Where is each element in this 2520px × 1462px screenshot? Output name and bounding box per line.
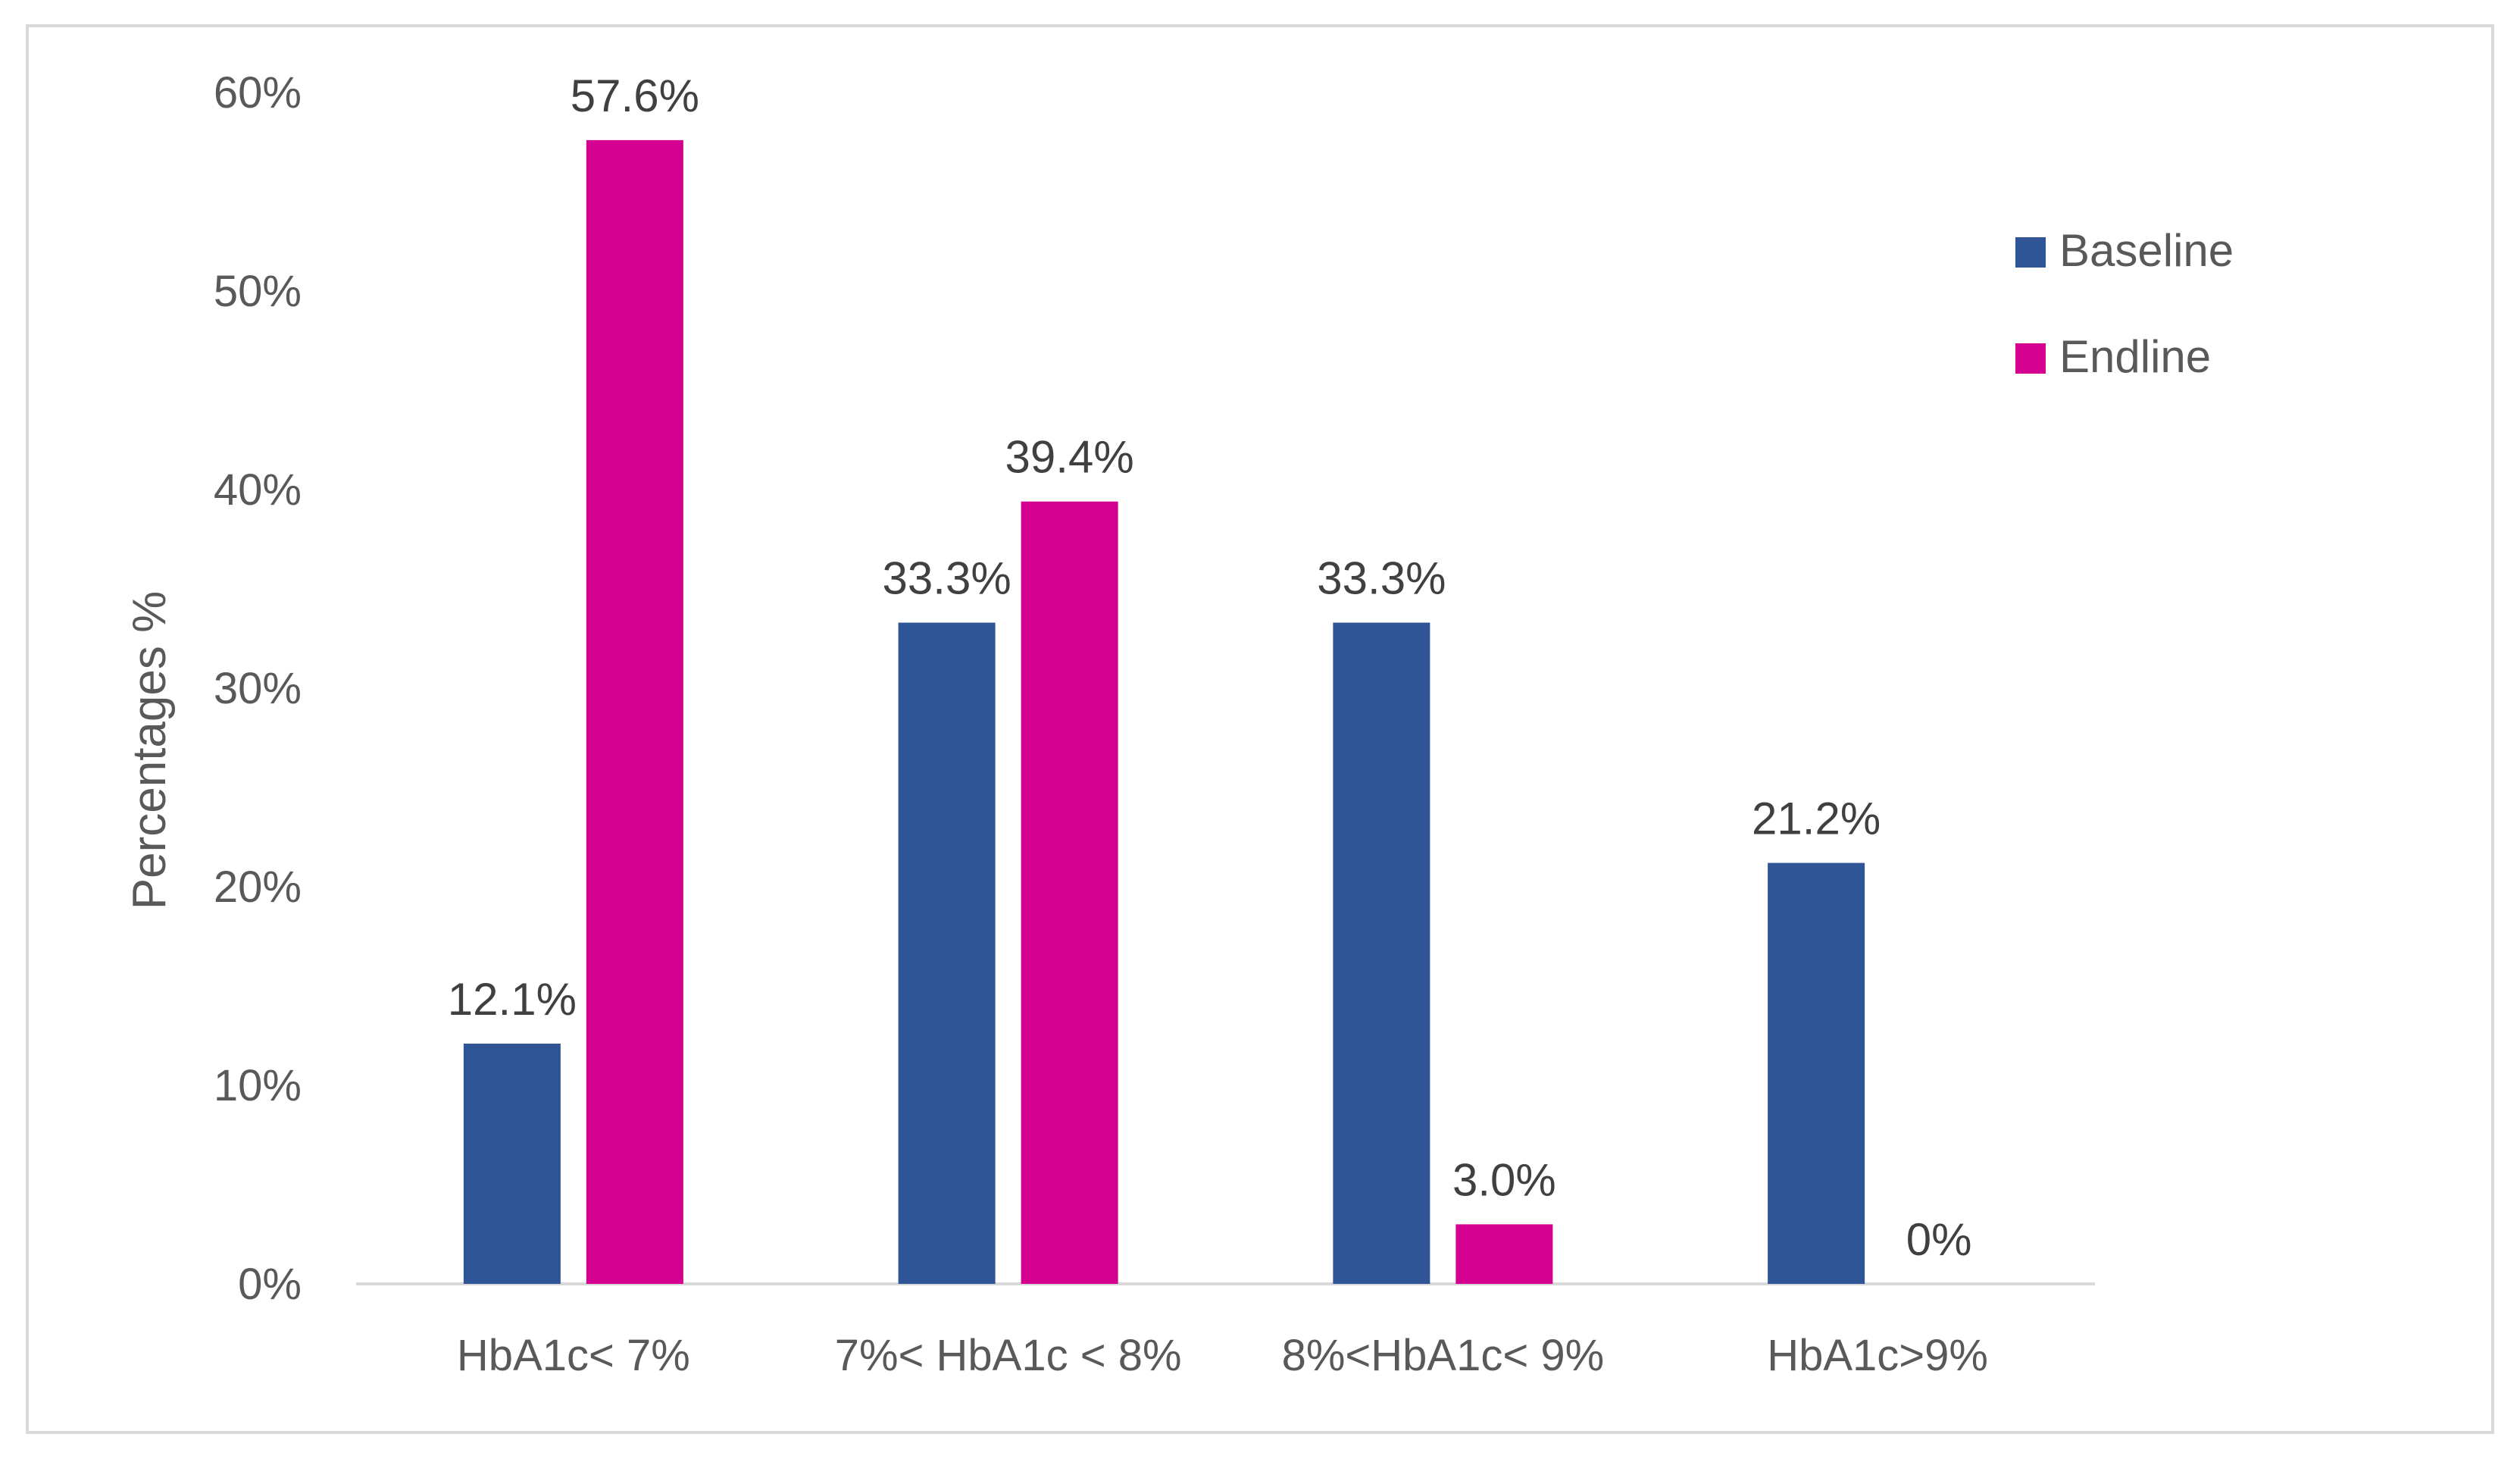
bar-endline-0	[586, 139, 683, 1284]
bar-endline-2	[1455, 1224, 1553, 1284]
chart-frame	[26, 24, 2494, 1434]
y-tick-label: 0%	[238, 1260, 302, 1309]
x-category-label: HbA1c>9%	[1767, 1331, 1988, 1380]
category-labels: HbA1c< 7% 7%< HbA1c < 8% 8%<HbA1c< 9% HbA1c…	[457, 1331, 1988, 1380]
y-axis-ticks: 0% 10% 20% 30% 40% 50% 60%	[214, 68, 302, 1309]
y-tick-label: 60%	[214, 68, 302, 117]
x-category-label: 7%< HbA1c < 8%	[835, 1331, 1182, 1380]
y-axis-label: Percentages %	[123, 591, 176, 909]
y-tick-label: 50%	[214, 267, 302, 316]
y-tick-label: 40%	[214, 465, 302, 515]
x-category-label: 8%<HbA1c< 9%	[1282, 1331, 1605, 1380]
y-tick-label: 10%	[214, 1061, 302, 1110]
data-label: 0%	[1906, 1214, 1972, 1265]
data-label: 3.0%	[1452, 1154, 1556, 1205]
y-tick-label: 30%	[214, 664, 302, 713]
data-label: 21.2%	[1752, 794, 1881, 844]
bar-endline-1	[1021, 501, 1118, 1284]
data-label: 33.3%	[883, 553, 1011, 604]
data-label: 57.6%	[571, 70, 699, 121]
x-category-label: HbA1c< 7%	[457, 1331, 690, 1380]
legend-label-endline: Endline	[2059, 331, 2211, 382]
bar-baseline-0	[463, 1043, 561, 1284]
bar-baseline-1	[898, 622, 996, 1284]
data-label: 39.4%	[1005, 432, 1134, 483]
bars	[463, 139, 1865, 1284]
legend-label-baseline: Baseline	[2059, 225, 2234, 276]
data-label: 33.3%	[1317, 553, 1446, 604]
legend: Baseline Endline	[2015, 225, 2234, 382]
legend-swatch-endline	[2015, 343, 2046, 374]
bar-baseline-2	[1333, 622, 1430, 1284]
data-label: 12.1%	[448, 974, 577, 1025]
bar-baseline-3	[1768, 862, 1865, 1284]
y-tick-label: 20%	[214, 862, 302, 912]
data-labels: 12.1% 57.6% 33.3% 39.4% 33.3% 3.0% 21.2% 0%	[448, 70, 1972, 1265]
legend-swatch-baseline	[2015, 237, 2046, 268]
